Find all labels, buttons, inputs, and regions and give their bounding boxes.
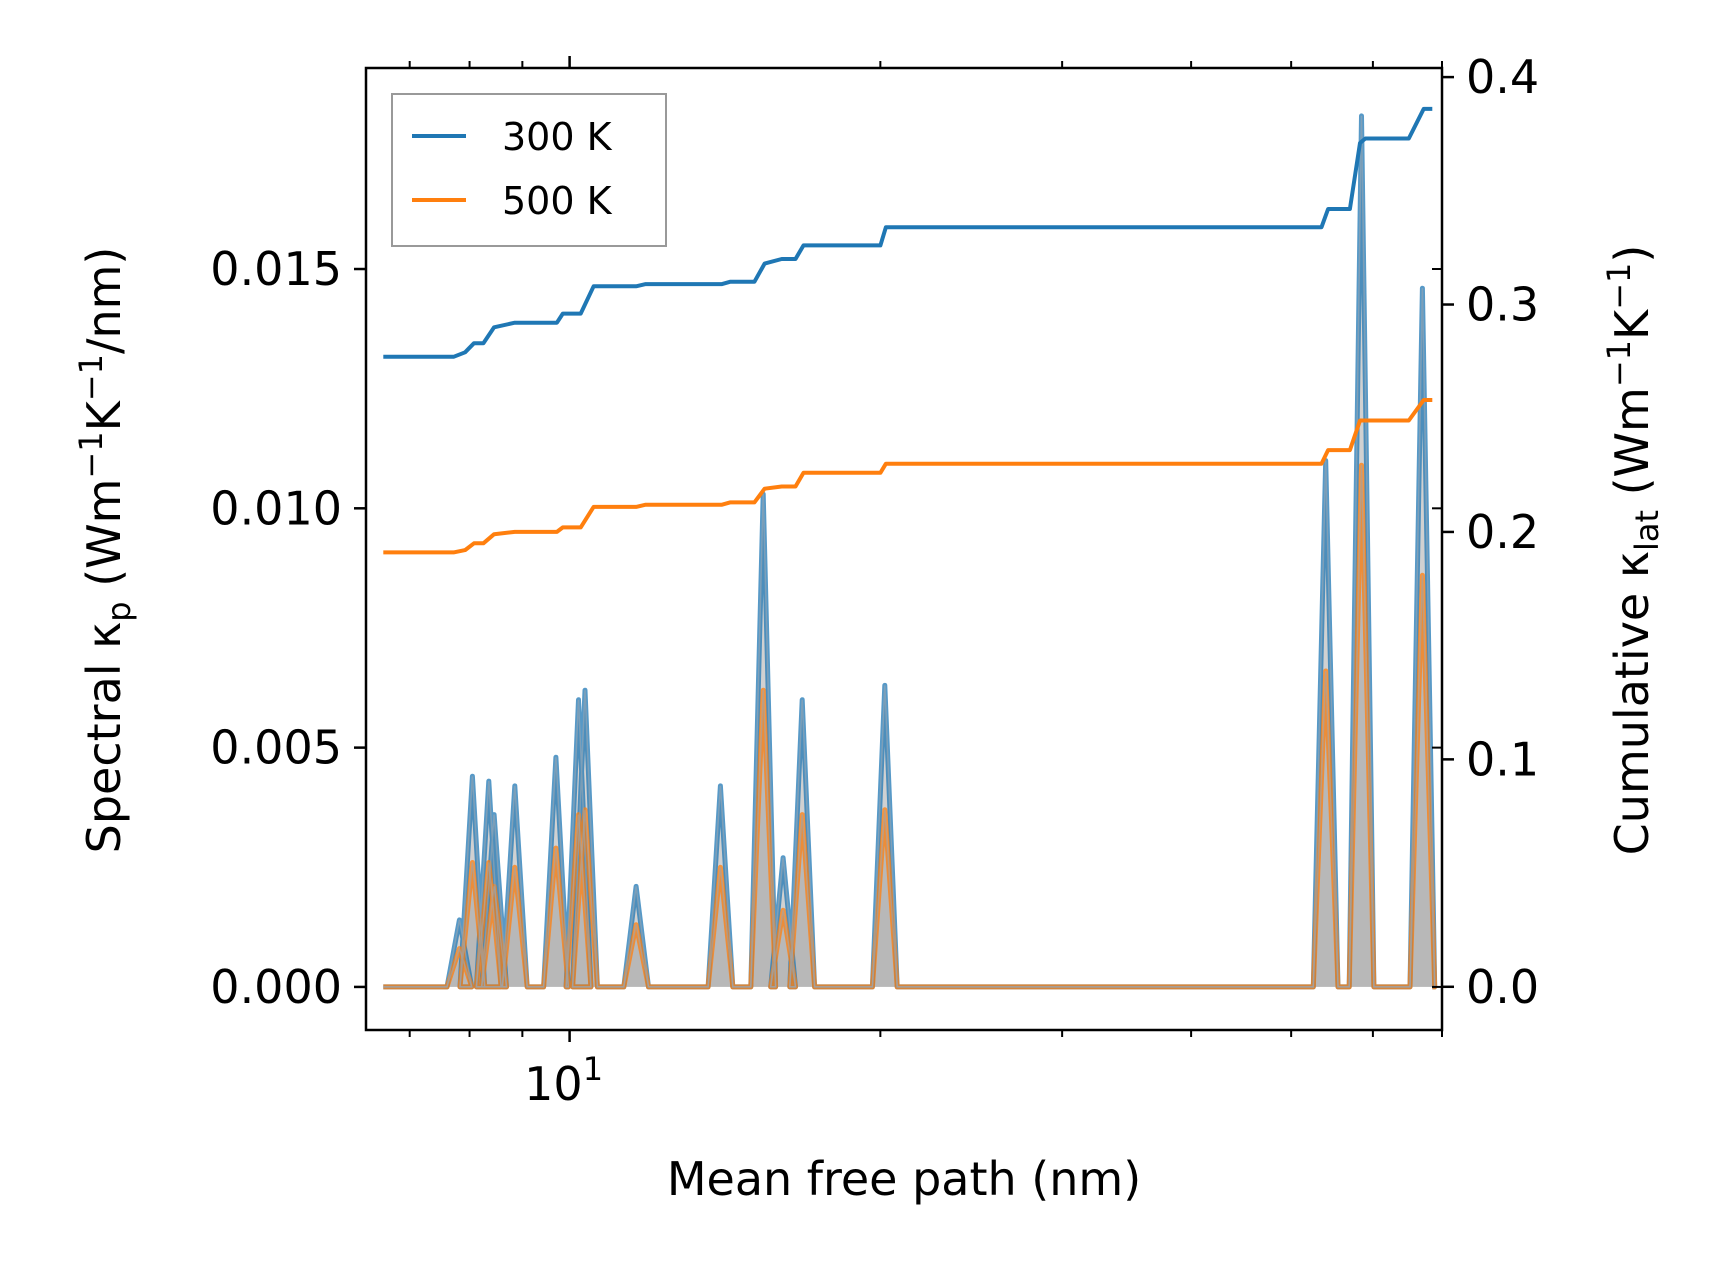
x-tick-label: 101 <box>524 1050 603 1111</box>
y-right-tick-label: 0.2 <box>1466 505 1539 559</box>
x-tick-exponent: 1 <box>583 1050 603 1088</box>
y-left-tick-label: 0.000 <box>210 960 342 1014</box>
y-right-axis-label: Cumulative κlat (Wm−1K−1) <box>1600 245 1666 856</box>
legend-label-500K: 500 K <box>502 179 613 223</box>
legend: 300 K 500 K <box>391 93 667 247</box>
y-right-axis-label-post: ) <box>1605 245 1659 263</box>
y-right-axis-label-exp2: −1 <box>1600 263 1638 310</box>
y-right-tick-label: 0.3 <box>1466 278 1539 332</box>
y-right-axis-label-sub: lat <box>1628 510 1666 551</box>
spectral-lines <box>383 113 1438 990</box>
y-left-axis-label-mid: K <box>77 399 131 431</box>
y-left-tick-label: 0.015 <box>210 242 342 296</box>
y-left-tick-label: 0.005 <box>210 721 342 775</box>
y-right-axis-label-unit: (Wm <box>1605 387 1659 510</box>
y-right-tick-label: 0.4 <box>1466 50 1539 104</box>
axis-ticks <box>354 56 1454 1042</box>
legend-label-300K: 300 K <box>502 115 613 159</box>
y-left-axis-label: Spectral κp (Wm−1K−1/nm) <box>72 247 138 854</box>
y-left-axis-label-exp1: −1 <box>72 431 110 478</box>
y-right-tick-label: 0.1 <box>1466 732 1539 786</box>
axis-labels: 0.000 0.005 0.010 0.015 0.0 0.1 0.2 0.3 0.4 101 Me… <box>72 50 1666 1206</box>
y-right-axis-label-main: Cumulative κ <box>1605 551 1659 855</box>
y-right-axis-label-exp1: −1 <box>1600 340 1638 387</box>
y-right-tick-label: 0.0 <box>1466 960 1539 1014</box>
spectral-edge-500K <box>383 465 1436 988</box>
x-tick-base: 10 <box>524 1057 583 1111</box>
y-left-axis-label-exp2: −1 <box>72 354 110 401</box>
y-left-axis-label-unit: (Wm <box>77 479 131 602</box>
y-right-axis-label-mid: K <box>1605 308 1659 340</box>
cumulative-line-300K <box>383 106 1433 359</box>
x-axis-label: Mean free path (nm) <box>667 1152 1141 1206</box>
y-left-tick-label: 0.010 <box>210 481 342 535</box>
cumulative-line-500K <box>383 398 1433 555</box>
y-left-axis-label-main: Spectral κ <box>77 622 131 854</box>
y-left-axis-label-post: /nm) <box>77 247 131 354</box>
plot-frame <box>364 66 1444 1032</box>
y-left-axis-label-sub: p <box>100 601 138 621</box>
spectral-edge-300K <box>383 115 1436 988</box>
cumulative-lines <box>383 106 1433 555</box>
legend-box <box>391 93 667 247</box>
